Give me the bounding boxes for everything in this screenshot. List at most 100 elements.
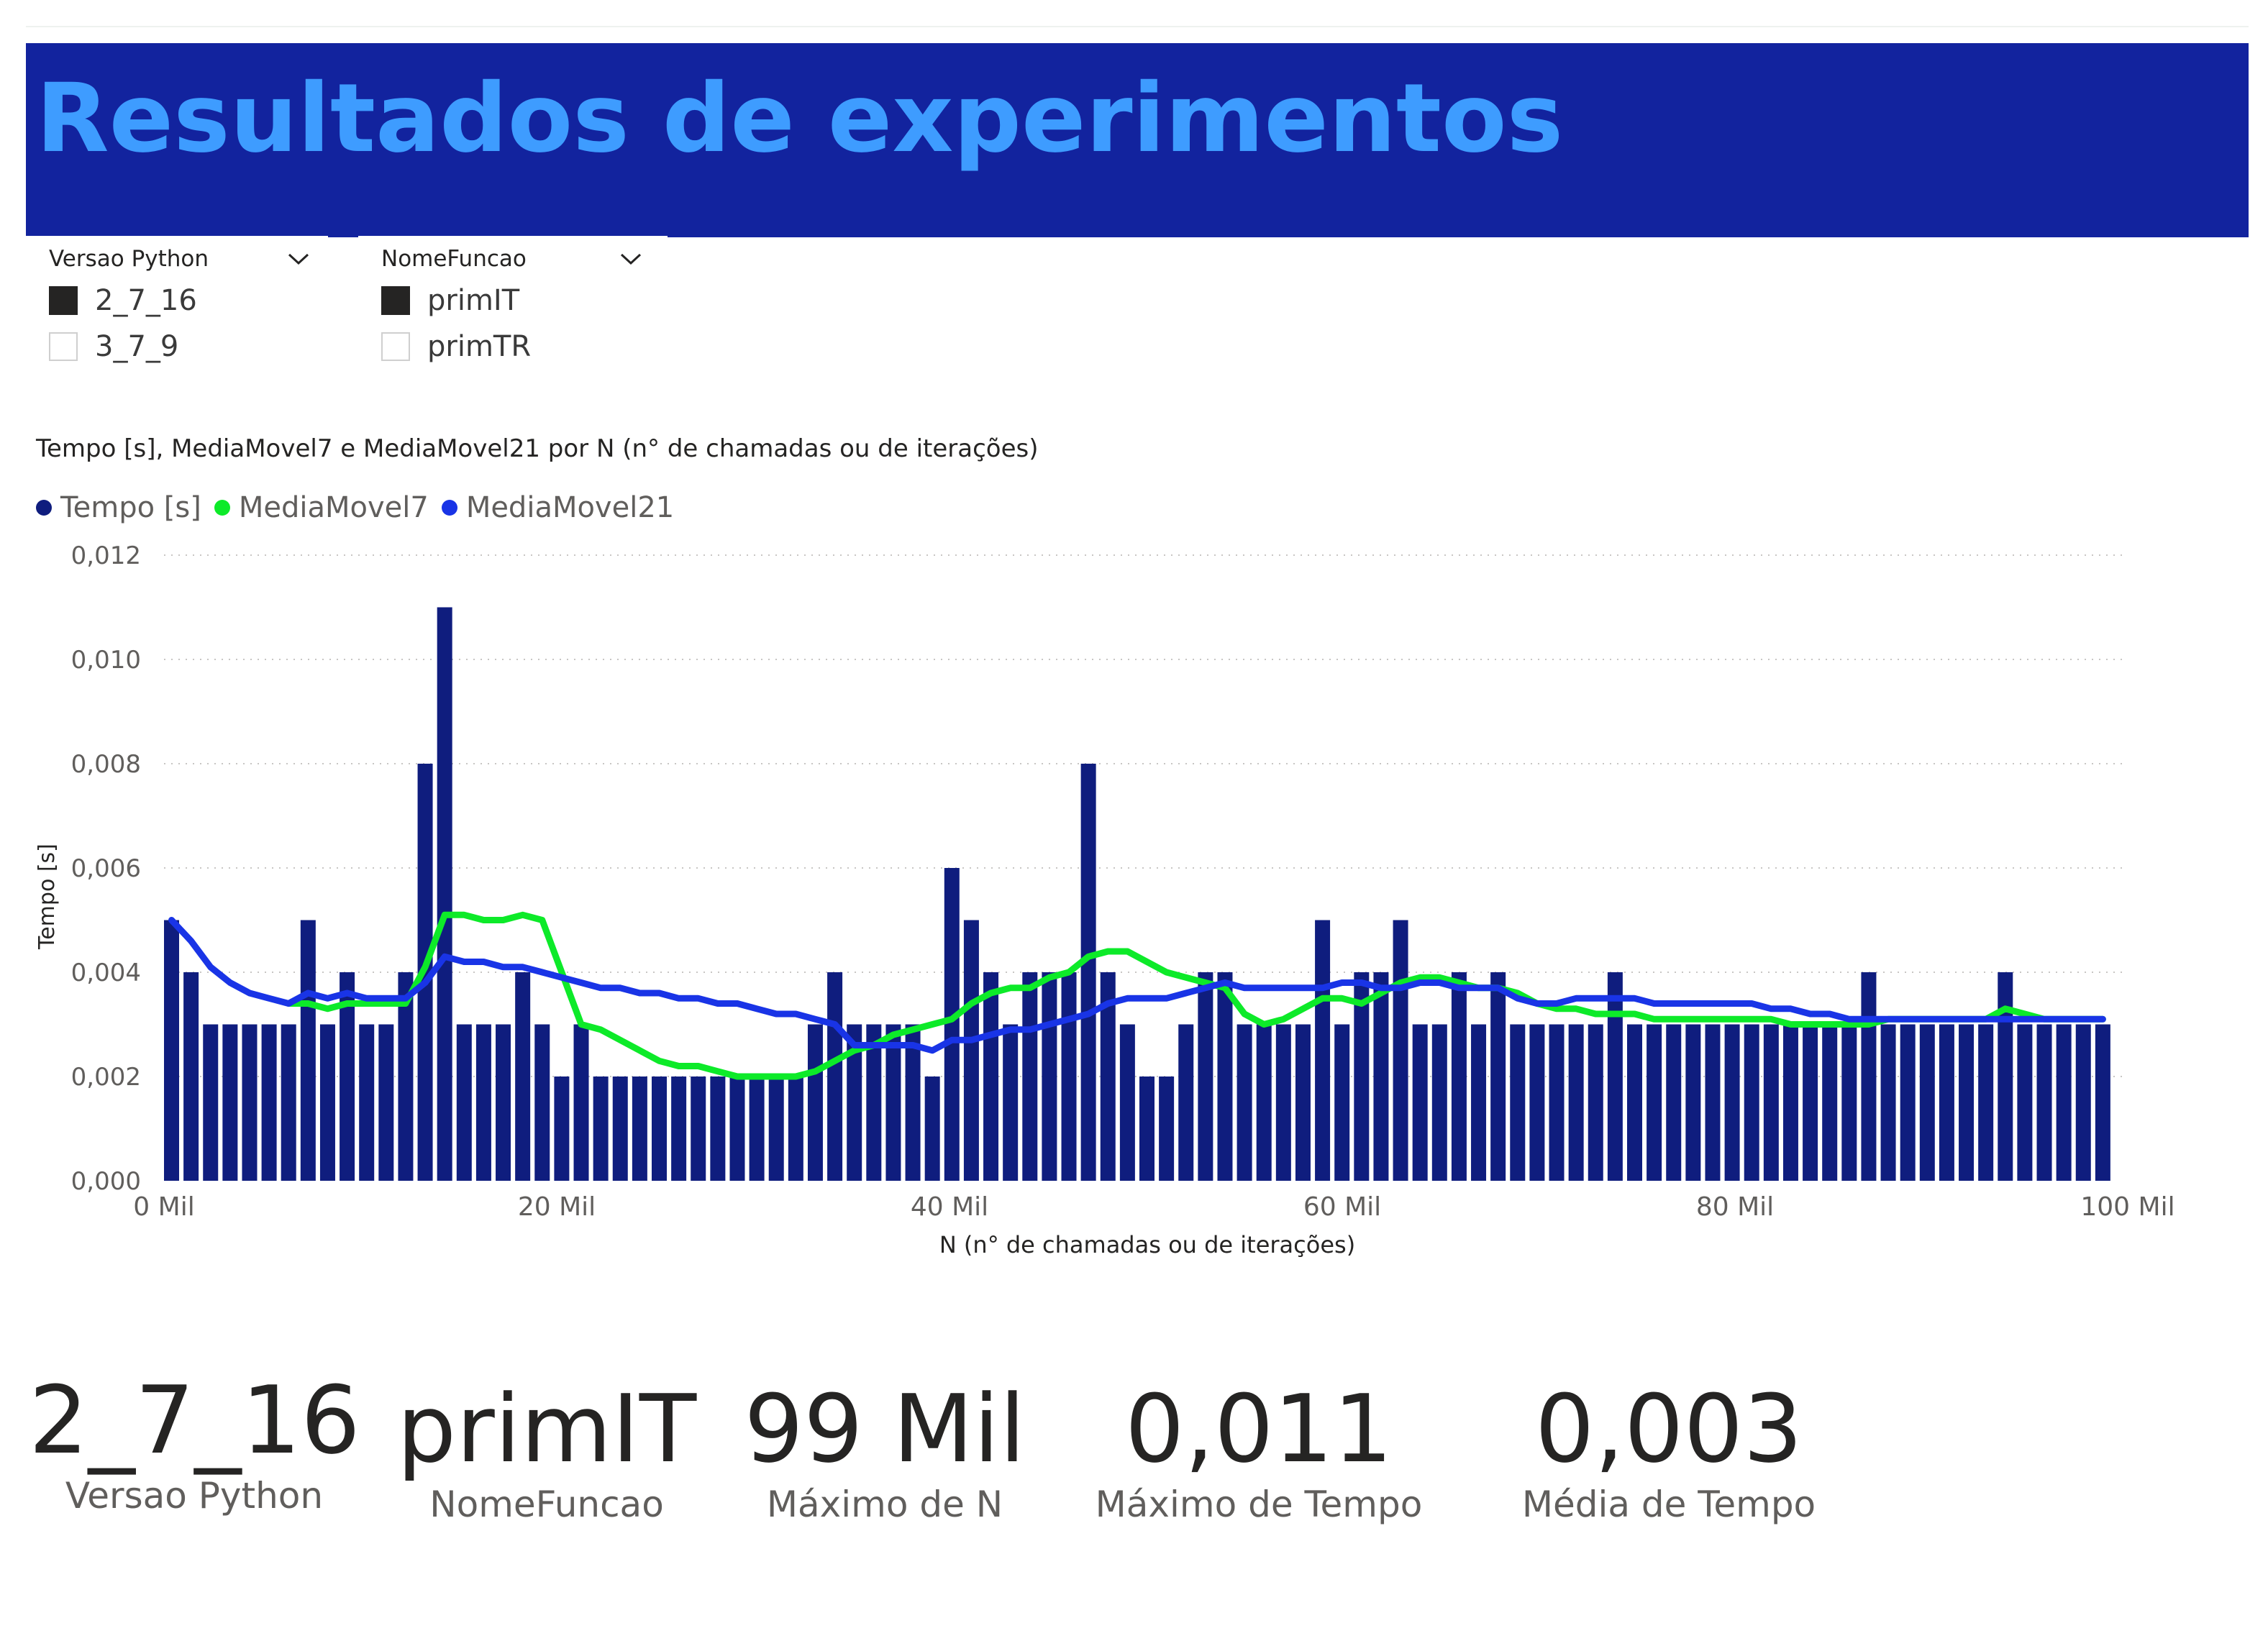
x-tick-label: 40 Mil [911,1192,988,1222]
series-line-mediamovel21 [168,917,2106,1054]
slicer-option[interactable]: 3_7_9 [49,329,178,364]
bar [827,972,843,1181]
header-banner: Resultados de experimentos [26,43,2249,237]
chart-legend: Tempo [s] MediaMovel7 MediaMovel21 [36,488,687,528]
slicer-option[interactable]: primTR [381,329,531,364]
bar [573,1024,589,1181]
bar [1822,1024,1838,1181]
kpi-value: 0,011 [1124,1374,1393,1484]
slicer-nome-funcao: NomeFuncao primIT primTR [358,236,668,380]
x-tick-label: 20 Mil [518,1192,596,1222]
kpi-label: Máximo de N [766,1484,1003,1525]
kpi-label: Máximo de Tempo [1095,1484,1423,1525]
slicer-option[interactable]: 2_7_16 [49,283,197,318]
bar [710,1077,726,1181]
bar [807,1024,823,1181]
bar [1275,1024,1291,1181]
x-tick-label: 100 Mil [2080,1192,2174,1222]
bar [1159,1077,1175,1181]
top-divider [26,26,2249,27]
slicer-option-label: primTR [427,330,532,363]
kpi-label: NomeFuncao [429,1484,664,1525]
kpi-value: 99 Mil [744,1374,1026,1484]
bar [1237,1024,1252,1181]
bar [652,1077,667,1181]
bar [1880,1024,1896,1181]
x-tick-label: 0 Mil [133,1192,194,1222]
slicer-title: NomeFuncao [381,246,527,272]
bar [554,1077,570,1181]
bar [1803,1024,1818,1181]
series-line-mediamovel7 [285,911,2106,1080]
y-tick-label: 0,000 [71,1167,141,1196]
bar [281,1024,296,1181]
kpi-value: 2_7_16 [29,1366,360,1475]
chevron-down-icon[interactable] [619,252,643,266]
bar [1588,1024,1603,1181]
bar [1080,764,1096,1181]
bar [1198,972,1213,1181]
bar [691,1077,706,1181]
bar [729,1077,745,1181]
bar [1119,1024,1135,1181]
kpi-label: Média de Tempo [1521,1484,1816,1525]
chevron-down-icon[interactable] [286,252,311,266]
combo-chart[interactable]: 0,000 0,002 0,004 0,006 0,008 0,010 0,012 0 Mil… [0,532,2268,1266]
bar [1042,972,1057,1181]
bar [1529,1024,1545,1181]
y-tick-label: 0,002 [71,1063,141,1092]
bar [1022,972,1038,1181]
bar [593,1077,609,1181]
bar [1354,972,1370,1181]
bar [496,1024,511,1181]
bar [1139,1077,1155,1181]
bar [164,920,179,1181]
slicer-option-label: primIT [427,284,520,317]
bar [671,1077,687,1181]
bar [515,972,531,1181]
bar [183,972,199,1181]
bar [1003,1024,1019,1181]
legend-dot-icon [441,500,457,516]
bar [1451,972,1467,1181]
checkbox-unchecked[interactable] [49,332,78,361]
checkbox-checked[interactable] [49,286,78,315]
bar [1685,1024,1701,1181]
bar [1100,972,1116,1181]
y-tick-label: 0,010 [71,646,141,675]
bar [963,920,979,1181]
legend-item-mediamovel7[interactable]: MediaMovel7 [214,491,429,524]
bar [1861,972,1877,1181]
slicer-title: Versao Python [49,246,209,272]
kpi-card-nome-funcao: primIT NomeFuncao [388,1375,705,1526]
bar [261,1024,277,1181]
bar [475,1024,491,1181]
bar [1315,920,1331,1181]
bar [359,1024,375,1181]
bar [1256,1024,1272,1181]
y-tick-label: 0,004 [71,959,141,987]
bar [398,972,414,1181]
kpi-card-maximo-n: 99 Mil Máximo de N [734,1375,1036,1526]
bar [905,1024,921,1181]
bar [1490,972,1506,1181]
y-axis-title: Tempo [s] [35,844,60,949]
bar [612,1077,628,1181]
checkbox-checked[interactable] [381,286,410,315]
kpi-label: Versao Python [65,1475,324,1517]
bar [1705,1024,1721,1181]
x-axis-title: N (n° de chamadas ou de iterações) [939,1231,1355,1258]
legend-label: MediaMovel21 [465,491,675,524]
legend-label: MediaMovel7 [238,491,429,524]
bar [1431,1024,1447,1181]
bar [437,607,452,1181]
bar [1998,972,2013,1181]
legend-item-mediamovel21[interactable]: MediaMovel21 [441,491,675,524]
checkbox-unchecked[interactable] [381,332,410,361]
bar [340,972,355,1181]
bar [1627,1024,1642,1181]
bar [1217,972,1233,1181]
legend-item-tempo[interactable]: Tempo [s] [36,491,201,524]
slicer-option[interactable]: primIT [381,283,519,318]
bar [866,1024,882,1181]
